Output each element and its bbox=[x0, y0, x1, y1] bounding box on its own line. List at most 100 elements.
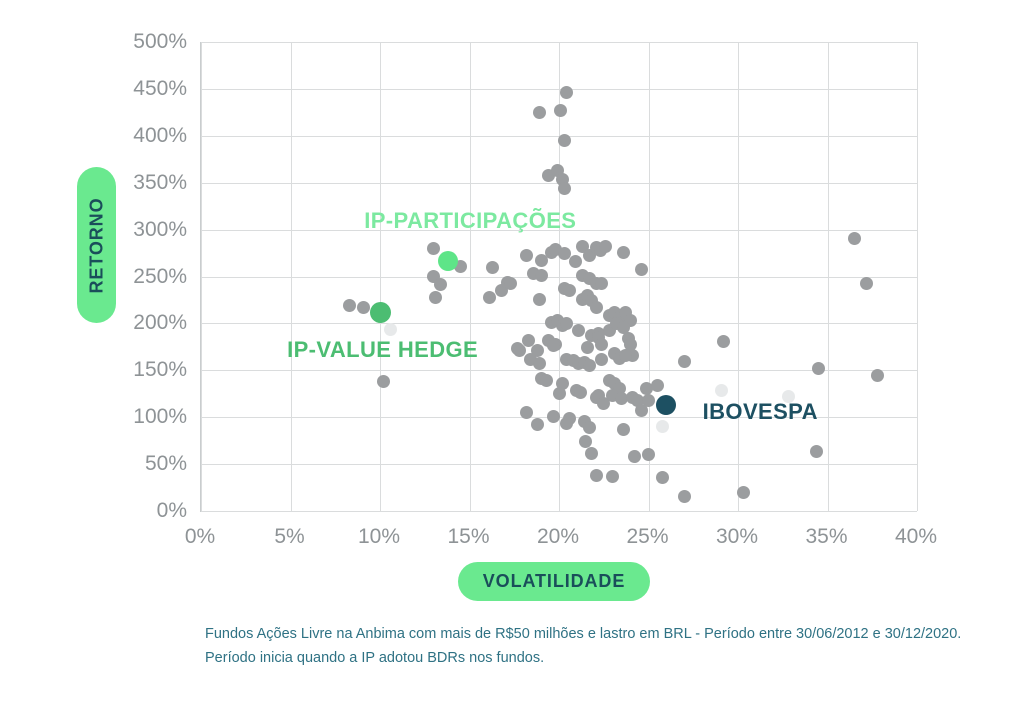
scatter-point-other-funds bbox=[552, 387, 566, 401]
scatter-point-other-funds bbox=[581, 341, 595, 355]
series-label-ip-participa-es: IP-PARTICIPAÇÕES bbox=[364, 208, 577, 234]
scatter-point-other-funds bbox=[513, 344, 527, 358]
scatter-point-other-funds bbox=[616, 245, 630, 259]
scatter-point-other-funds bbox=[677, 355, 691, 369]
scatter-point-other-funds bbox=[717, 334, 731, 348]
scatter-point-other-funds bbox=[357, 300, 371, 314]
gridline-horizontal bbox=[201, 276, 917, 278]
scatter-point-other-funds bbox=[532, 292, 546, 306]
scatter-point-other-funds bbox=[559, 86, 573, 100]
scatter-point-other-funds bbox=[642, 393, 655, 407]
scatter-point-other-funds bbox=[615, 391, 629, 405]
x-tick-label: 40% bbox=[894, 525, 938, 548]
x-tick-label: 25% bbox=[626, 525, 669, 548]
scatter-point-other-funds bbox=[656, 470, 670, 484]
scatter-point-other-funds bbox=[532, 357, 546, 371]
gridline-horizontal bbox=[201, 42, 917, 43]
scatter-point-other-funds bbox=[616, 422, 630, 436]
gridline-horizontal bbox=[201, 511, 917, 512]
scatter-point-other-funds-light bbox=[715, 384, 729, 398]
scatter-point-other-funds bbox=[599, 239, 613, 253]
scatter-point-ibovespa bbox=[656, 395, 677, 415]
plot-area bbox=[200, 42, 918, 512]
scatter-point-other-funds bbox=[627, 450, 641, 464]
scatter-point-other-funds bbox=[554, 103, 568, 117]
scatter-point-other-funds bbox=[539, 374, 553, 388]
y-axis-label: RETORNO bbox=[86, 197, 107, 293]
scatter-point-other-funds bbox=[572, 324, 586, 338]
scatter-point-other-funds bbox=[579, 435, 593, 449]
y-tick-label: 300% bbox=[133, 217, 187, 241]
scatter-point-other-funds bbox=[595, 276, 609, 290]
scatter-point-other-funds bbox=[810, 445, 824, 459]
scatter-point-other-funds bbox=[428, 290, 442, 304]
scatter-point-other-funds bbox=[606, 469, 620, 483]
scatter-point-other-funds bbox=[640, 381, 654, 395]
scatter-point-other-funds-light bbox=[781, 390, 795, 404]
y-tick-label: 400% bbox=[133, 123, 187, 147]
scatter-point-other-funds bbox=[582, 359, 596, 373]
y-axis-label-pill: RETORNO bbox=[77, 167, 116, 323]
y-tick-label: 150% bbox=[133, 358, 187, 382]
scatter-point-other-funds bbox=[590, 300, 604, 314]
scatter-point-other-funds bbox=[522, 333, 536, 347]
x-tick-label: 30% bbox=[715, 525, 759, 548]
scatter-point-other-funds bbox=[343, 299, 357, 313]
scatter-point-other-funds bbox=[557, 181, 571, 195]
scatter-point-other-funds bbox=[534, 269, 548, 283]
scatter-point-other-funds-light bbox=[656, 420, 670, 434]
series-label-ibovespa: IBOVESPA bbox=[702, 398, 818, 424]
scatter-point-other-funds bbox=[531, 418, 545, 432]
scatter-point-other-funds bbox=[595, 352, 609, 366]
scatter-point-other-funds bbox=[547, 339, 561, 353]
scatter-point-other-funds bbox=[590, 468, 604, 482]
scatter-point-other-funds bbox=[616, 320, 630, 334]
x-tick-label: 35% bbox=[805, 525, 848, 548]
scatter-point-other-funds bbox=[595, 337, 609, 351]
scatter-point-ip-value-hedge bbox=[369, 301, 391, 323]
scatter-point-other-funds bbox=[677, 490, 691, 504]
scatter-point-other-funds bbox=[504, 276, 518, 290]
scatter-point-other-funds bbox=[634, 404, 648, 418]
scatter-point-ip-participa-es bbox=[438, 251, 459, 272]
scatter-point-other-funds bbox=[556, 376, 570, 390]
scatter-point-other-funds bbox=[482, 290, 496, 304]
scatter-point-other-funds bbox=[559, 417, 573, 431]
scatter-point-other-funds bbox=[568, 254, 582, 268]
gridline-horizontal bbox=[201, 370, 917, 372]
y-tick-label: 0% bbox=[156, 499, 187, 522]
scatter-point-other-funds bbox=[650, 378, 664, 392]
scatter-point-other-funds bbox=[557, 246, 571, 260]
x-axis-label-pill: VOLATILIDADE bbox=[458, 562, 650, 601]
gridline-vertical bbox=[917, 42, 918, 511]
chart-footnote: Fundos Ações Livre na Anbima com mais de… bbox=[205, 622, 961, 670]
y-tick-label: 250% bbox=[133, 264, 187, 288]
y-tick-label: 350% bbox=[133, 170, 187, 194]
scatter-point-other-funds bbox=[427, 241, 441, 255]
scatter-point-other-funds bbox=[634, 263, 648, 277]
scatter-point-other-funds bbox=[557, 133, 571, 147]
y-tick-label: 200% bbox=[133, 311, 187, 335]
gridline-horizontal bbox=[201, 464, 917, 466]
x-axis-label: VOLATILIDADE bbox=[482, 571, 626, 591]
y-tick-label: 50% bbox=[144, 452, 187, 476]
scatter-point-other-funds bbox=[584, 447, 598, 461]
footnote-line-1: Fundos Ações Livre na Anbima com mais de… bbox=[205, 626, 962, 642]
scatter-point-other-funds bbox=[532, 105, 546, 119]
x-tick-label: 10% bbox=[357, 525, 401, 548]
scatter-point-other-funds bbox=[582, 421, 596, 435]
scatter-point-other-funds bbox=[624, 337, 638, 351]
scatter-point-other-funds bbox=[534, 254, 548, 268]
scatter-point-other-funds bbox=[573, 386, 587, 400]
x-tick-label: 0% bbox=[184, 525, 216, 548]
scatter-point-other-funds bbox=[736, 485, 750, 499]
scatter-point-other-funds bbox=[563, 284, 577, 298]
scatter-point-other-funds bbox=[812, 361, 826, 375]
scatter-point-other-funds-light bbox=[384, 322, 398, 336]
y-tick-label: 100% bbox=[133, 405, 187, 429]
y-tick-label: 450% bbox=[133, 76, 187, 100]
gridline-horizontal bbox=[201, 229, 917, 231]
x-tick-label: 15% bbox=[447, 525, 490, 548]
y-tick-label: 500% bbox=[133, 30, 187, 53]
